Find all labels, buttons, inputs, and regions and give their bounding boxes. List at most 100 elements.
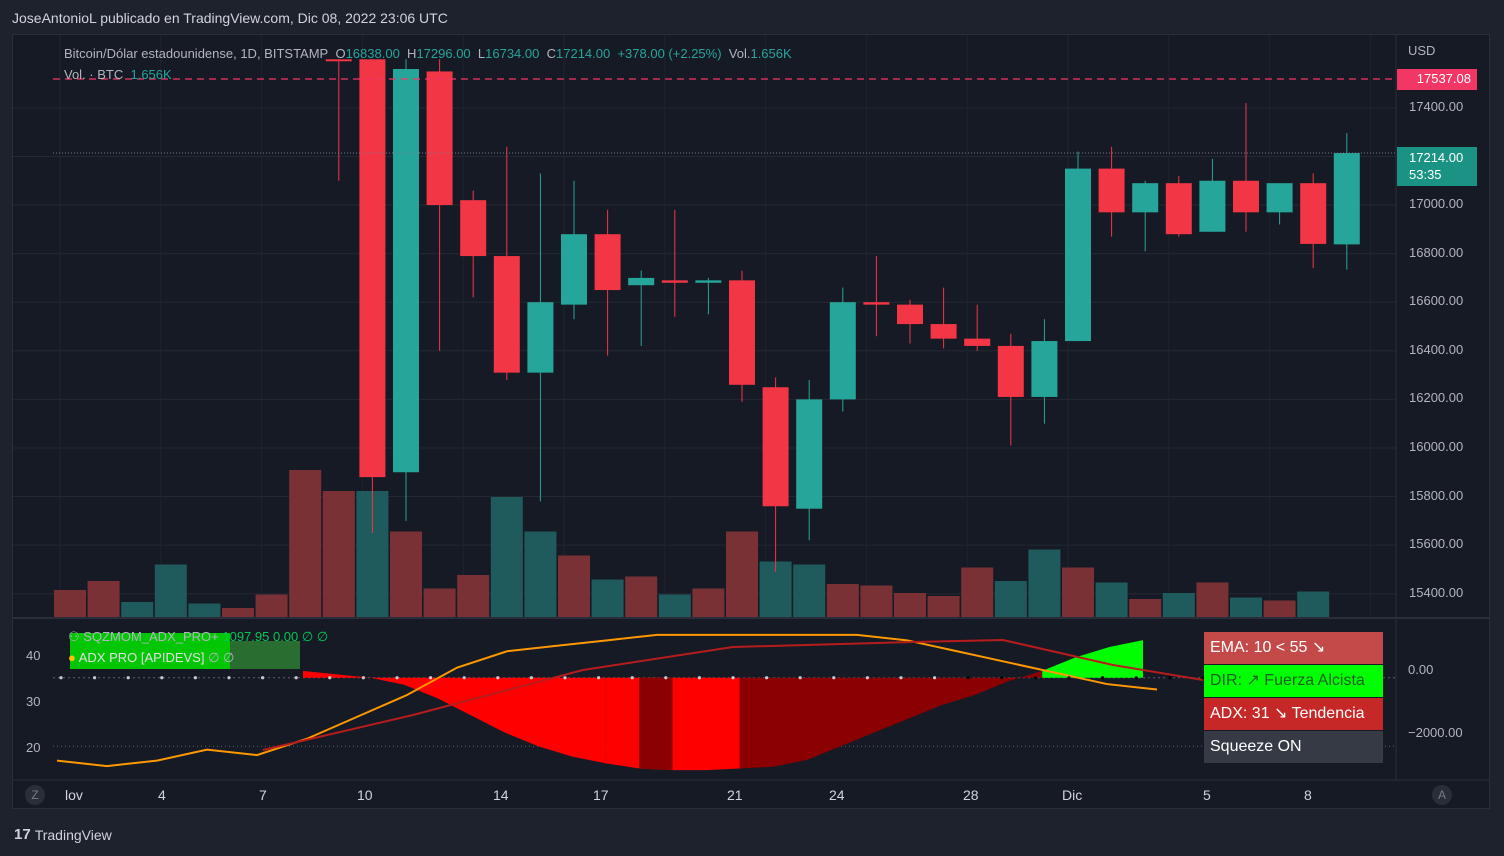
squeeze-dot bbox=[1168, 676, 1172, 680]
indicator-2-values: ∅ ∅ bbox=[208, 650, 235, 665]
volume-bar bbox=[289, 470, 322, 617]
candle-body bbox=[930, 324, 957, 339]
price-tick: 15800.00 bbox=[1409, 487, 1464, 503]
indicator-2-name: ADX PRO [APIDEVS] bbox=[78, 650, 205, 665]
squeeze-dot bbox=[697, 676, 702, 680]
adx-line bbox=[56, 633, 1158, 768]
time-label: 17 bbox=[593, 787, 609, 803]
open-value: 16838.00 bbox=[345, 46, 400, 61]
high-value: 17296.00 bbox=[416, 46, 471, 61]
chart-panel[interactable] bbox=[12, 34, 1490, 809]
candle-body bbox=[325, 59, 352, 62]
volume-bar bbox=[1095, 582, 1128, 617]
volume-bar bbox=[894, 593, 926, 617]
volume-bar bbox=[1196, 582, 1229, 617]
squeeze-dot bbox=[765, 676, 769, 680]
candle-body bbox=[393, 69, 419, 473]
squeeze-dot bbox=[462, 676, 466, 680]
candle-body bbox=[1333, 153, 1360, 245]
candle-body bbox=[1233, 180, 1259, 213]
volume-bar bbox=[188, 603, 221, 617]
price-chart[interactable] bbox=[13, 35, 1489, 808]
histogram-green bbox=[1042, 640, 1143, 678]
squeeze-dot bbox=[664, 676, 668, 680]
auto-scale-button[interactable]: A bbox=[1432, 785, 1452, 805]
indicator-legend-1[interactable]: ⚇ SQZMOM_ADX_PRO+ 1097.95 0.00 ∅ ∅ bbox=[68, 629, 328, 645]
last-price-value: 17214.00 bbox=[1409, 150, 1464, 165]
price-tick: 16000.00 bbox=[1409, 438, 1464, 454]
time-label: 24 bbox=[829, 787, 845, 803]
ema-line bbox=[262, 638, 1204, 751]
publish-line: JoseAntonioL publicado en TradingView.co… bbox=[12, 10, 448, 26]
volume-bar bbox=[1062, 567, 1094, 617]
volume-bar bbox=[255, 594, 288, 617]
volume-bar bbox=[927, 596, 960, 617]
volume-bar bbox=[87, 581, 120, 617]
brand-name: TradingView bbox=[34, 826, 112, 843]
h-label: H bbox=[407, 46, 417, 61]
indicator-icon-2: ● bbox=[68, 650, 76, 665]
candle-body bbox=[729, 280, 755, 385]
time-label: 5 bbox=[1203, 787, 1211, 803]
volume-bar bbox=[692, 588, 725, 617]
volume-bar bbox=[457, 575, 490, 617]
histogram-dark-band bbox=[639, 677, 673, 771]
volume-bar bbox=[524, 531, 557, 617]
price-tick: 16600.00 bbox=[1409, 293, 1464, 309]
squeeze-dot bbox=[1067, 676, 1071, 680]
squeeze-dot bbox=[93, 676, 97, 680]
price-tick: 16200.00 bbox=[1409, 390, 1464, 406]
volume-bar bbox=[793, 564, 826, 617]
candle-body bbox=[628, 277, 655, 286]
squeeze-dot bbox=[361, 676, 365, 680]
candle-body bbox=[964, 338, 991, 346]
candle-body bbox=[594, 234, 621, 291]
brand-footer[interactable]: 17 TradingView bbox=[14, 826, 112, 843]
symbol-name[interactable]: Bitcoin/Dólar estadounidense, 1D, BITSTA… bbox=[64, 46, 329, 61]
time-label: 8 bbox=[1304, 787, 1312, 803]
squeeze-dot bbox=[630, 676, 634, 680]
volume-bar bbox=[658, 594, 691, 617]
vol-value: 1.656K bbox=[750, 46, 792, 61]
volume-bar bbox=[961, 567, 994, 617]
squeeze-dot bbox=[126, 676, 130, 680]
candle-body bbox=[359, 59, 386, 478]
zoom-button[interactable]: Z bbox=[25, 785, 45, 805]
time-label: 14 bbox=[493, 787, 509, 803]
squeeze-dot bbox=[1000, 676, 1004, 680]
legend-highlight bbox=[70, 633, 230, 669]
squeeze-dot bbox=[1033, 676, 1037, 680]
volume-bar bbox=[222, 608, 254, 617]
candle-body bbox=[1300, 183, 1327, 244]
volume-bar bbox=[1162, 593, 1195, 617]
c-label: C bbox=[546, 46, 556, 61]
volume-bar bbox=[558, 555, 590, 617]
volume-bar bbox=[625, 576, 658, 617]
volume-bar bbox=[1263, 600, 1296, 617]
squeeze-dot bbox=[865, 676, 870, 680]
squeeze-row: Squeeze ON bbox=[1204, 731, 1383, 763]
volume-bar bbox=[860, 585, 893, 617]
squeeze-dot bbox=[966, 676, 970, 680]
volume-bar bbox=[591, 579, 624, 617]
change-value: +378.00 (+2.25%) bbox=[617, 46, 722, 61]
squeeze-dot bbox=[899, 676, 903, 680]
candle-body bbox=[762, 387, 789, 507]
time-label: Dic bbox=[1062, 787, 1083, 803]
candle-body bbox=[1132, 183, 1159, 213]
ema-row: EMA: 10 < 55 ↘ bbox=[1204, 632, 1383, 664]
volume-legend[interactable]: Vol. · BTC 1.656K bbox=[64, 67, 172, 82]
candle-body bbox=[460, 200, 487, 257]
alert-price-marker: 17537.08 bbox=[1397, 69, 1477, 90]
time-label: 4 bbox=[158, 787, 166, 803]
candle-body bbox=[997, 345, 1024, 397]
time-label: lov bbox=[65, 787, 83, 803]
o-label: O bbox=[335, 46, 346, 61]
last-price-marker: 17214.00 53:35 bbox=[1397, 147, 1477, 186]
indicator-legend-2[interactable]: ● ADX PRO [APIDEVS] ∅ ∅ bbox=[68, 650, 234, 666]
adx-tick-20: 20 bbox=[26, 740, 41, 755]
candle-body bbox=[796, 399, 823, 509]
volume-bar bbox=[423, 588, 456, 617]
squeeze-dot bbox=[933, 676, 937, 680]
l-label: L bbox=[477, 46, 486, 61]
